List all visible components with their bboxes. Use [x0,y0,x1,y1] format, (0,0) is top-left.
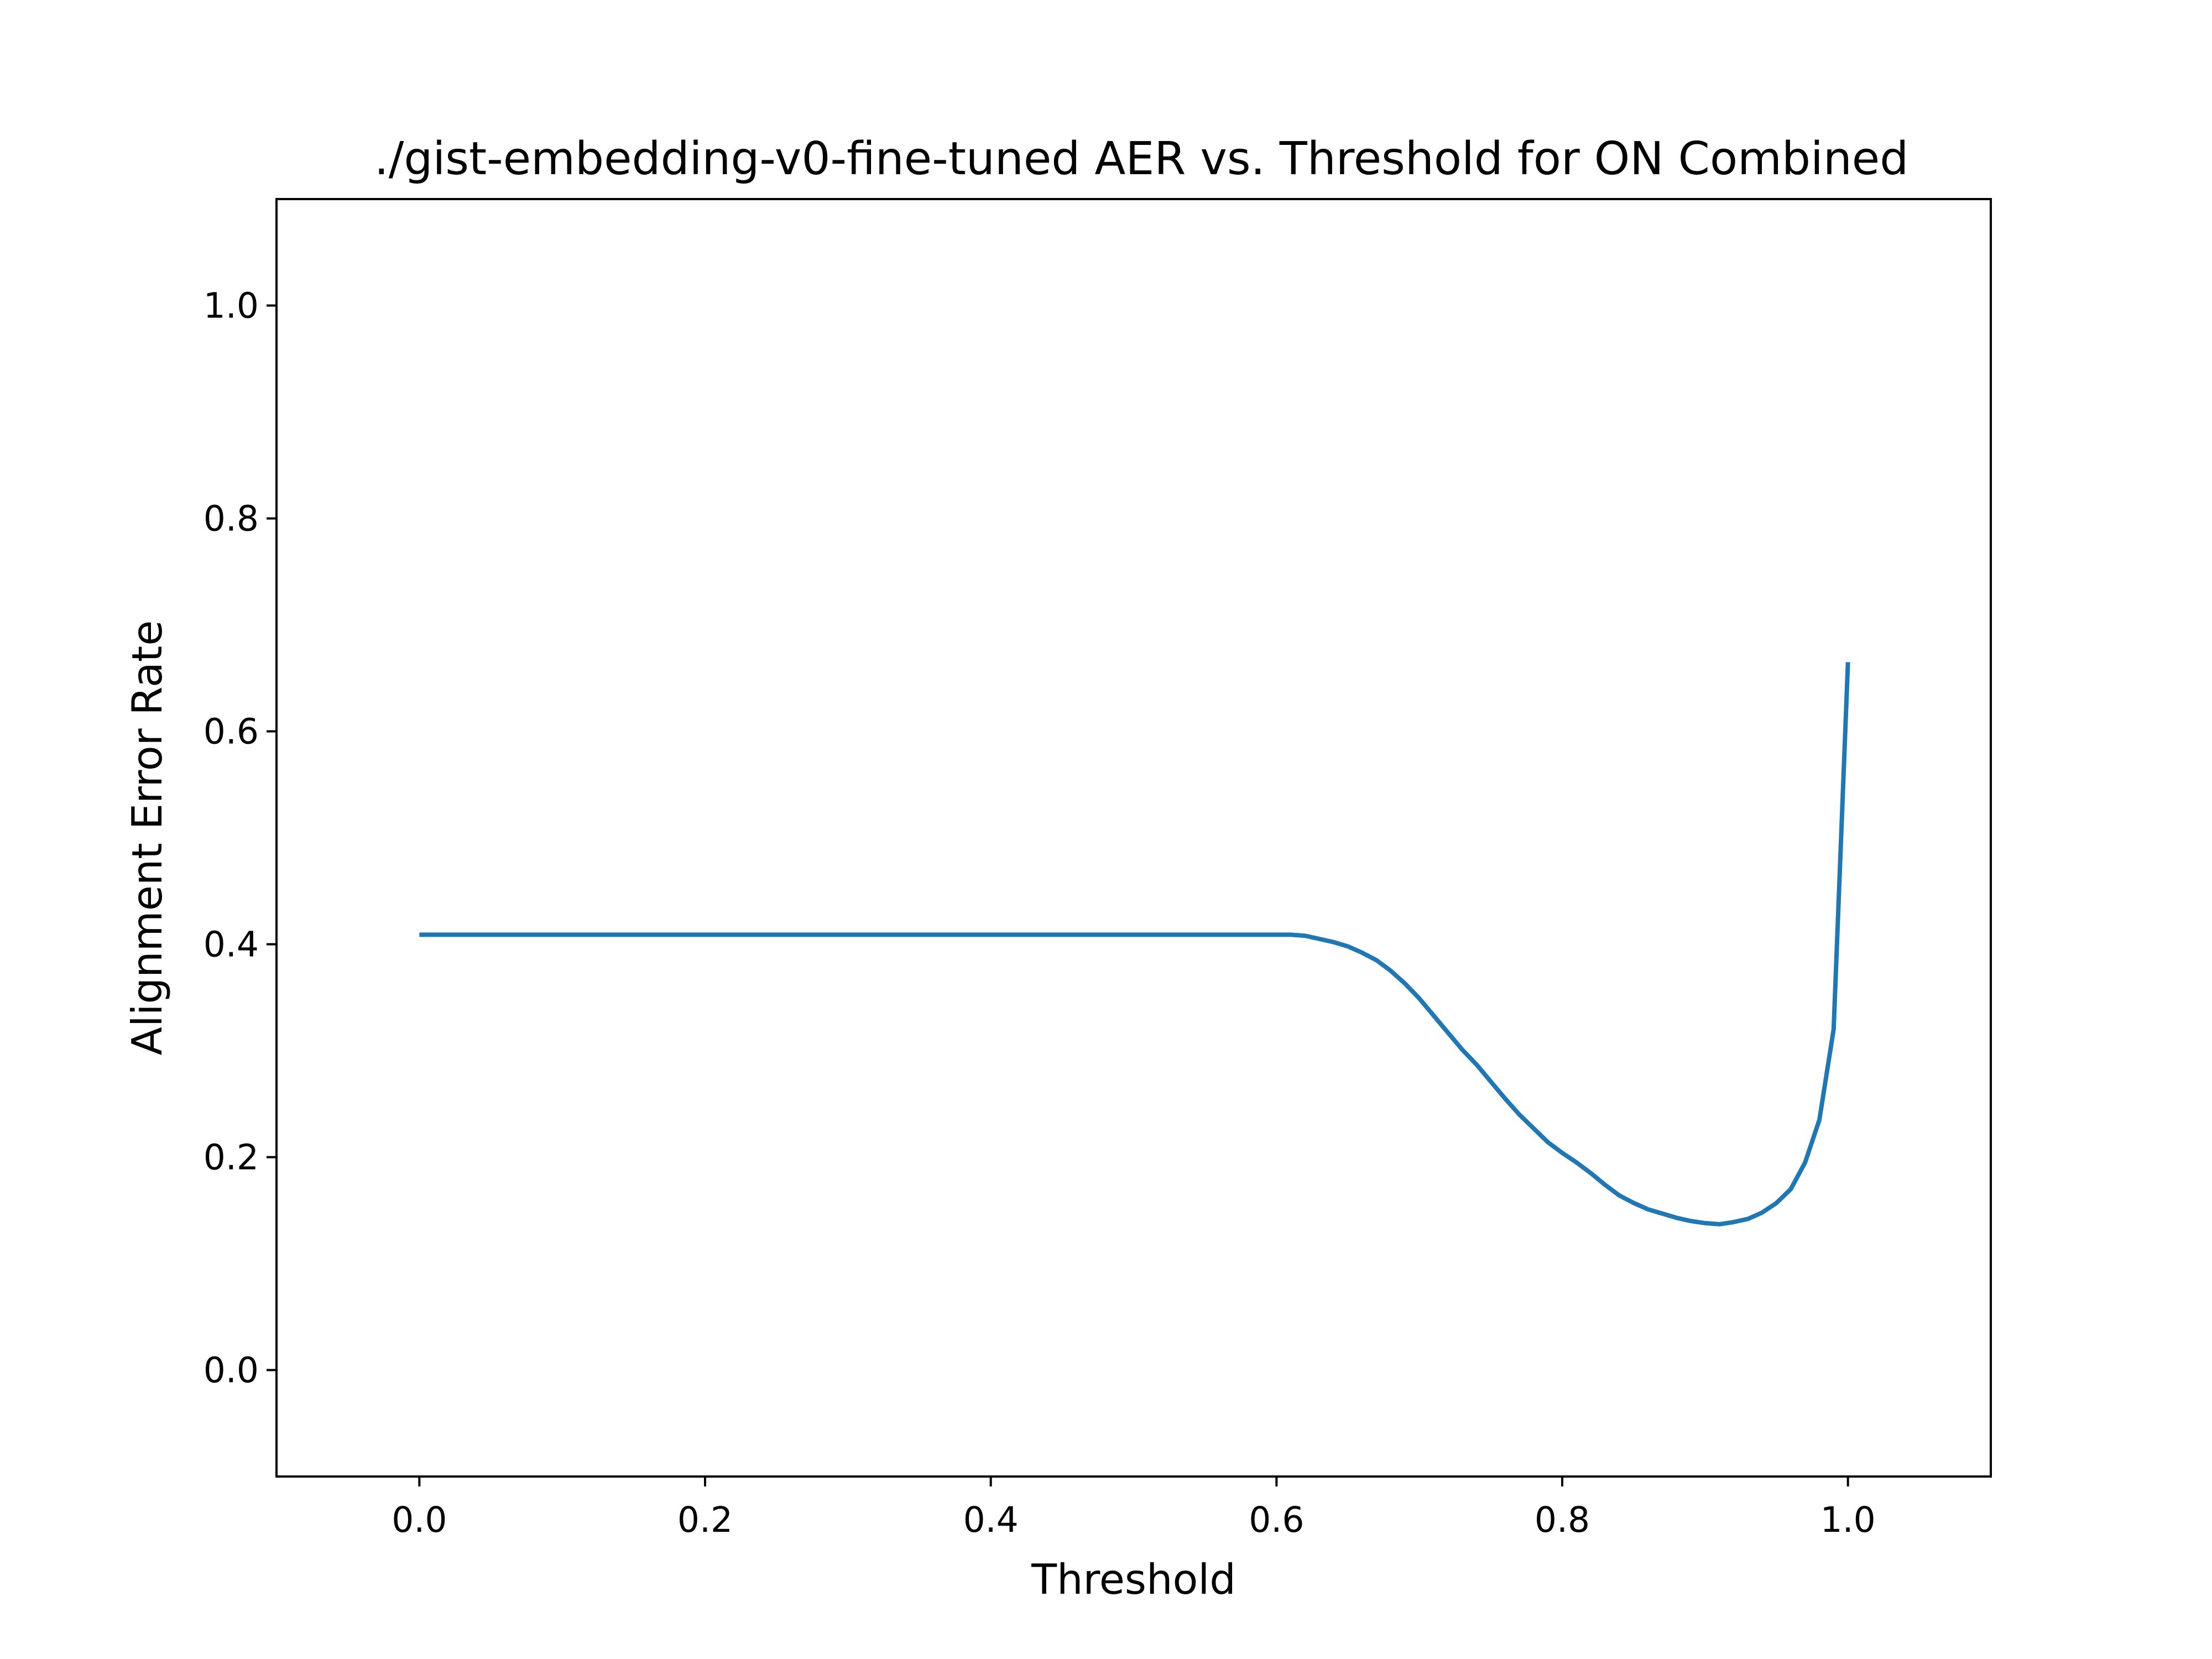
x-axis-label: Threshold [1031,1555,1236,1604]
x-axis-ticks: 0.0 0.2 0.4 0.6 0.8 1.0 [392,1477,1876,1540]
chart-title: ./gist-embedding-v0-fine-tuned AER vs. T… [374,133,1909,185]
x-tick-label: 0.4 [963,1500,1019,1540]
plot-frame [275,198,1992,1478]
y-tick-label: 1.0 [204,286,259,326]
plot-area [276,199,1991,1477]
y-tick-label: 0.4 [204,925,259,965]
x-tick-label: 0.2 [677,1500,733,1540]
y-tick-label: 0.2 [204,1138,259,1178]
x-tick-label: 0.6 [1249,1500,1304,1540]
series-line-0 [419,662,1850,1227]
y-tick-label: 0.8 [204,499,259,539]
x-tick-label: 0.8 [1535,1500,1590,1540]
x-tick-label: 0.0 [392,1500,447,1540]
y-axis-label: Alignment Error Rate [123,620,171,1056]
series-layer [419,662,1850,1227]
y-tick-label: 0.0 [204,1350,259,1391]
y-tick-label: 0.6 [204,712,259,752]
x-tick-label: 1.0 [1820,1500,1876,1540]
y-axis-ticks: 0.0 0.2 0.4 0.6 0.8 1.0 [204,286,276,1391]
